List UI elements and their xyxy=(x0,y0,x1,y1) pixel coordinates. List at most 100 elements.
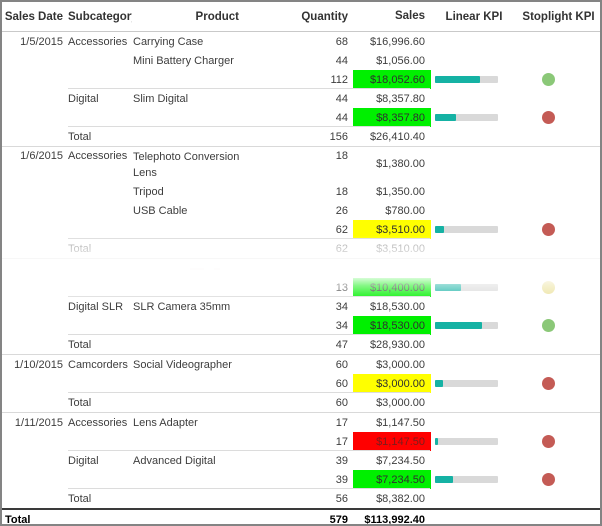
sales-cell: $8,357.80 xyxy=(376,92,425,105)
quantity-cell: 47 xyxy=(335,338,348,351)
linear-kpi-bar-fill xyxy=(435,476,454,483)
sales-cell: $16,996.60 xyxy=(369,35,425,48)
group-total-row: Total 47 $28,930.00 xyxy=(2,335,600,354)
subcategory-cell: Total xyxy=(68,492,92,505)
sales-date-cell: 1/11/2015 xyxy=(14,416,63,429)
linear-kpi-bar-fill xyxy=(435,284,462,291)
sales-cell: $3,510.00 xyxy=(376,242,425,255)
linear-kpi-bar xyxy=(435,476,498,483)
linear-kpi-bar xyxy=(435,76,498,83)
detail-row: USB Cable 26 $780.00 xyxy=(2,201,600,220)
sales-cell: $113,992.40 xyxy=(364,514,425,526)
group-total-row: Total 62 $3,510.00 xyxy=(2,239,600,258)
stoplight-kpi-cell xyxy=(517,393,600,412)
linear-kpi-cell xyxy=(431,89,517,108)
stoplight-kpi-cell xyxy=(517,147,600,182)
ghost-text-artifact xyxy=(214,268,220,270)
stoplight-green-indicator xyxy=(542,319,555,332)
quantity-cell: 17 xyxy=(335,416,348,429)
subcategory-subtotal-row: 112 $18,052.60 xyxy=(2,70,600,89)
sales-cell: $7,234.50 xyxy=(353,470,431,489)
stoplight-kpi-cell xyxy=(517,297,600,316)
subcategory-cell: Accessories xyxy=(68,35,128,48)
detail-row: 1/6/2015 Accessories Telephoto Conversion … xyxy=(2,146,600,182)
sales-cell: $8,357.80 xyxy=(353,108,431,127)
linear-kpi-cell xyxy=(431,127,517,146)
quantity-cell: 34 xyxy=(335,319,348,332)
quantity-cell: 39 xyxy=(335,454,348,467)
linear-kpi-cell xyxy=(431,316,517,335)
quantity-cell: 56 xyxy=(335,492,348,505)
linear-kpi-cell xyxy=(431,393,517,412)
linear-kpi-bar xyxy=(435,322,498,329)
sales-date-cell: 1/6/2015 xyxy=(20,150,63,162)
linear-kpi-cell xyxy=(431,147,517,182)
linear-kpi-bar-fill xyxy=(435,76,481,83)
detail-row: Mini Battery Charger 44 $1,056.00 xyxy=(2,51,600,70)
linear-kpi-cell xyxy=(431,108,517,127)
stoplight-kpi-cell xyxy=(517,316,600,335)
subcategory-cell: Total xyxy=(68,396,92,409)
detail-row: 1/5/2015 Accessories Carrying Case 68 $16,99… xyxy=(2,32,600,51)
sales-cell xyxy=(353,259,431,278)
subcategory-subtotal-row: 60 $3,000.00 xyxy=(2,374,600,393)
column-header-quantity: Quantity xyxy=(301,10,348,23)
quantity-cell: 62 xyxy=(335,223,348,236)
sales-cell: $7,234.50 xyxy=(376,454,425,467)
linear-kpi-cell xyxy=(431,51,517,70)
product-cell: Lens Adapter xyxy=(133,416,198,429)
stoplight-kpi-cell xyxy=(517,89,600,108)
sales-cell: $3,000.00 xyxy=(376,396,425,409)
sales-cell: $1,056.00 xyxy=(376,54,425,67)
sales-cell: $1,147.50 xyxy=(353,432,431,451)
detail-row: Digital SLR SLR Camera 35mm 34 $18,530.00 xyxy=(2,297,600,316)
quantity-cell: 112 xyxy=(330,73,348,86)
linear-kpi-bar-fill xyxy=(435,322,482,329)
subcategory-subtotal-row: 39 $7,234.50 xyxy=(2,470,600,489)
sales-cell: $10,400.00 xyxy=(353,278,431,297)
linear-kpi-cell xyxy=(431,355,517,374)
stoplight-kpi-cell xyxy=(517,201,600,220)
subcategory-subtotal-row: 62 $3,510.00 xyxy=(2,220,600,239)
linear-kpi-cell xyxy=(431,510,517,524)
subcategory-cell: Total xyxy=(68,130,92,143)
sales-date-cell: 1/10/2015 xyxy=(14,358,63,371)
stoplight-red-indicator xyxy=(542,377,555,390)
grand-total-row: Total 579 $113,992.40 xyxy=(2,508,600,526)
linear-kpi-cell xyxy=(431,32,517,51)
subcategory-cell: Digital SLR xyxy=(68,300,124,313)
column-header-sales-date: Sales Date xyxy=(4,10,63,23)
linear-kpi-cell xyxy=(431,278,517,297)
column-header-stoplight-kpi: Stoplight KPI xyxy=(522,10,595,23)
stoplight-kpi-cell xyxy=(517,239,600,258)
stoplight-red-indicator xyxy=(542,111,555,124)
stoplight-kpi-cell xyxy=(517,32,600,51)
detail-row: 1/10/2015 Camcorders Social Videographer 60… xyxy=(2,354,600,374)
linear-kpi-bar xyxy=(435,380,498,387)
linear-kpi-cell xyxy=(431,413,517,432)
product-cell: Telephoto Conversion Lens xyxy=(133,151,240,179)
quantity-cell: 579 xyxy=(329,514,348,526)
quantity-cell: 60 xyxy=(335,396,348,409)
linear-kpi-cell xyxy=(431,239,517,258)
stoplight-kpi-cell xyxy=(517,470,600,489)
quantity-cell: 60 xyxy=(335,358,348,371)
stoplight-red-indicator xyxy=(542,223,555,236)
stoplight-kpi-cell xyxy=(517,70,600,89)
table-header-row: Sales Date Subcategory Product Quantity Sale… xyxy=(2,2,600,32)
subcategory-cell: Total xyxy=(68,242,92,255)
sales-cell: $28,930.00 xyxy=(369,338,425,351)
sales-cell: $3,510.00 xyxy=(353,220,431,239)
quantity-cell: 156 xyxy=(329,130,348,143)
sales-cell: $18,530.00 xyxy=(369,300,425,313)
linear-kpi-bar xyxy=(435,438,498,445)
sales-cell: $18,052.60 xyxy=(353,70,431,89)
product-cell: Carrying Case xyxy=(133,35,204,48)
column-header-linear-kpi: Linear KPI xyxy=(445,10,503,23)
stoplight-red-indicator xyxy=(542,435,555,448)
detail-row: 1/11/2015 Accessories Lens Adapter 17 $1,147… xyxy=(2,412,600,432)
quantity-cell: 17 xyxy=(335,435,348,448)
product-cell: Social Videographer xyxy=(133,358,232,371)
detail-row: Digital Slim Digital 44 $8,357.80 xyxy=(2,89,600,108)
detail-row: Tripod 18 $1,350.00 xyxy=(2,182,600,201)
